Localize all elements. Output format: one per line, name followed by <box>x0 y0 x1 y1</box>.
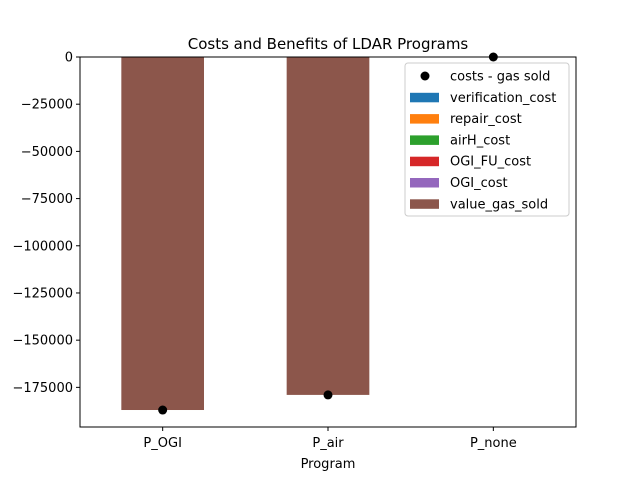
y-tick-label: −100000 <box>12 239 73 254</box>
legend-box <box>404 62 570 217</box>
y-tick-label: −175000 <box>12 381 73 396</box>
point-P_air <box>323 390 333 400</box>
x-tick-label: P_OGI <box>143 436 181 451</box>
y-tick-label: −150000 <box>12 334 73 349</box>
legend-label: costs - gas sold <box>450 70 550 85</box>
y-tick-label: −125000 <box>12 286 73 301</box>
legend-swatch-repair_cost <box>410 114 439 124</box>
plot-area <box>121 52 498 415</box>
axes: 0 −25000 −50000 −75000 −100000 −125000 −150000… <box>12 51 577 451</box>
bar-value_gas_sold-P_OGI <box>121 57 204 411</box>
legend-swatch-verification_cost <box>410 92 439 103</box>
bar-value_gas_sold-P_air <box>286 57 370 395</box>
legend-marker-points <box>420 71 430 81</box>
legend-label: OGI_cost <box>450 176 508 191</box>
legend-label: verification_cost <box>450 91 556 106</box>
legend-label: repair_cost <box>450 112 522 127</box>
legend-swatch-value_gas_sold <box>410 199 439 209</box>
legend-label: value_gas_sold <box>450 197 548 212</box>
y-tick-label: −25000 <box>21 98 73 113</box>
legend-swatch-airH_cost <box>410 135 439 145</box>
legend-swatch-OGI_cost <box>410 178 439 188</box>
point-P_OGI <box>158 405 168 415</box>
legend-label: OGI_FU_cost <box>450 155 531 170</box>
legend: costs - gas sold verification_cost repair_… <box>404 62 570 217</box>
y-tick-label: −50000 <box>21 145 73 160</box>
x-axis-label: Program <box>301 457 356 472</box>
legend-swatch-OGI_FU_cost <box>410 156 439 167</box>
legend-label: airH_cost <box>450 133 510 148</box>
x-tick-label: P_air <box>312 436 344 451</box>
chart-title: Costs and Benefits of LDAR Programs <box>188 35 469 53</box>
y-tick-label: −75000 <box>21 192 73 207</box>
y-tick-label: 0 <box>65 51 73 66</box>
x-tick-label: P_none <box>470 436 517 451</box>
